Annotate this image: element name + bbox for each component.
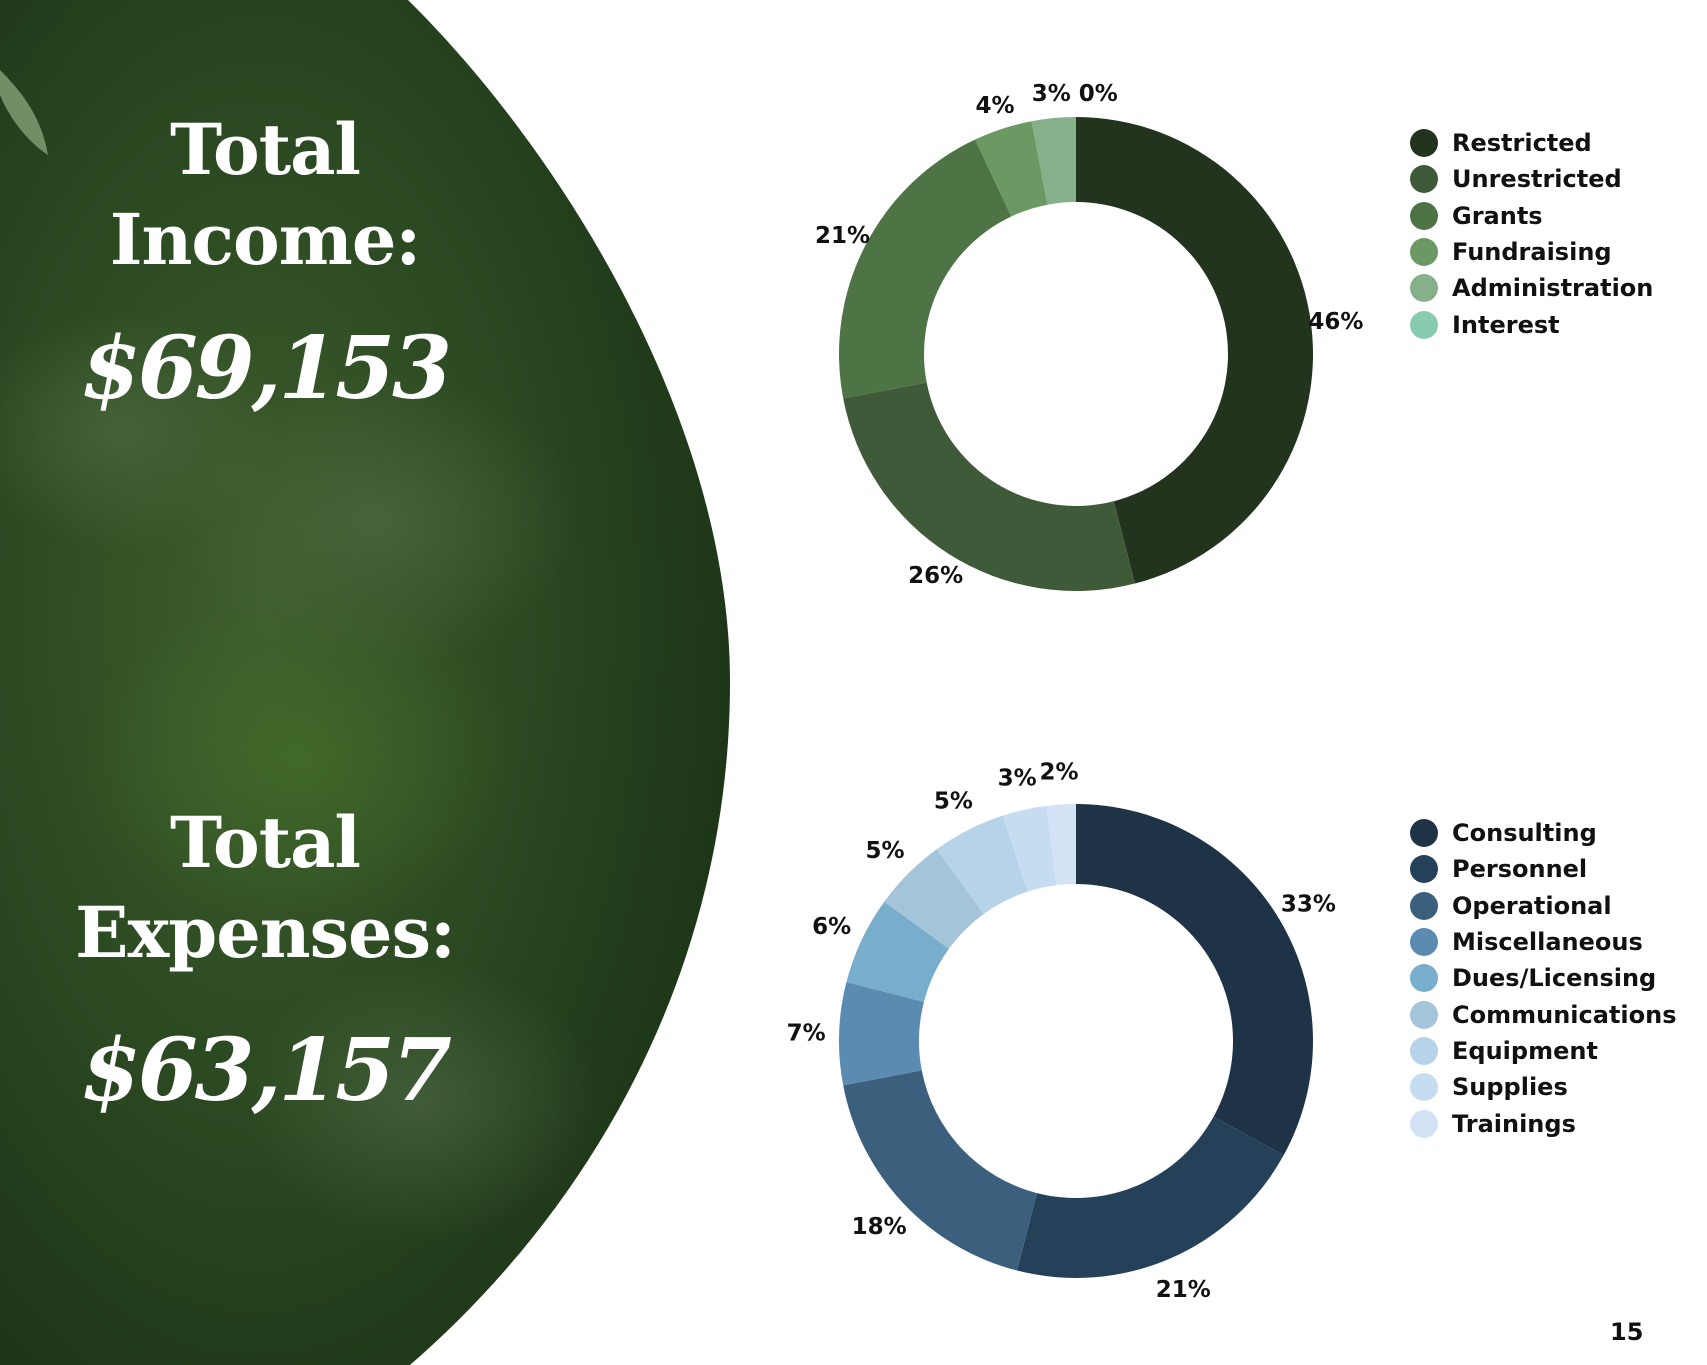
donut-slice-fundraising <box>975 121 1048 217</box>
slice-label-grants: 21% <box>815 223 870 249</box>
donut-slice-supplies <box>1002 805 1057 892</box>
expenses-amount: $63,157 <box>81 1020 452 1121</box>
legend-label: Personnel <box>1452 855 1588 884</box>
legend-label: Consulting <box>1452 819 1597 848</box>
legend-item-unrestricted: Unrestricted <box>1410 161 1653 197</box>
legend-swatch <box>1410 310 1438 339</box>
legend-label: Equipment <box>1452 1036 1598 1065</box>
legend-swatch <box>1410 201 1438 230</box>
donut-slice-operational <box>843 1070 1037 1271</box>
legend-swatch <box>1410 855 1438 884</box>
slice-label-equipment: 5% <box>934 788 973 814</box>
slice-label-interest: 0% <box>1079 81 1118 107</box>
legend-label: Unrestricted <box>1452 165 1622 194</box>
slice-label-operational: 18% <box>852 1214 907 1240</box>
legend-item-trainings: Trainings <box>1410 1105 1677 1141</box>
legend-item-equipment: Equipment <box>1410 1033 1677 1069</box>
legend-label: Grants <box>1452 201 1543 230</box>
legend-label: Supplies <box>1452 1073 1568 1102</box>
legend-label: Communications <box>1452 1000 1677 1029</box>
slice-label-consulting: 33% <box>1281 892 1336 918</box>
legend-label: Interest <box>1452 310 1560 339</box>
donut-slice-restricted <box>1076 117 1313 584</box>
legend-item-administration: Administration <box>1410 270 1653 306</box>
legend-item-dues-licensing: Dues/Licensing <box>1410 960 1677 996</box>
donut-slice-trainings <box>1046 804 1076 886</box>
legend-swatch <box>1410 964 1438 993</box>
legend-item-fundraising: Fundraising <box>1410 234 1653 270</box>
income-title-line1: Total <box>169 108 361 191</box>
legend-item-interest: Interest <box>1410 306 1653 342</box>
legend-swatch <box>1410 1109 1438 1138</box>
expenses-title-line2: Expenses: <box>75 891 456 974</box>
slice-label-miscellaneous: 7% <box>787 1021 826 1047</box>
slice-label-administration: 3% <box>1032 81 1071 107</box>
legend-label: Fundraising <box>1452 238 1612 267</box>
legend-swatch <box>1410 928 1438 957</box>
donut-slice-miscellaneous <box>839 982 924 1086</box>
slice-label-restricted: 46% <box>1308 309 1363 335</box>
legend-swatch <box>1410 819 1438 848</box>
expenses-title-line1: Total <box>169 801 361 884</box>
donut-slice-consulting <box>1076 804 1314 1156</box>
donut-slice-equipment <box>936 815 1028 914</box>
donut-slice-grants <box>839 139 1012 399</box>
page-number: 15 <box>1610 1318 1644 1346</box>
donut-slice-personnel <box>1017 1116 1284 1279</box>
slice-label-personnel: 21% <box>1156 1277 1211 1303</box>
legend-swatch <box>1410 165 1438 194</box>
legend-item-miscellaneous: Miscellaneous <box>1410 924 1677 960</box>
legend-item-restricted: Restricted <box>1410 125 1653 161</box>
legend-swatch <box>1410 238 1438 267</box>
donut-slice-administration <box>1031 117 1076 205</box>
legend-swatch <box>1410 274 1438 303</box>
expenses-title: Total Expenses: <box>0 798 530 978</box>
slice-label-dues-licensing: 6% <box>812 914 851 940</box>
legend-label: Restricted <box>1452 129 1592 158</box>
slice-label-supplies: 3% <box>998 766 1037 792</box>
expense-donut-chart: 33% 21% 18% 7% 6% 5% 5% 3% 2% <box>787 760 1336 1303</box>
donut-slice-dues-licensing <box>846 901 949 1002</box>
slice-label-unrestricted: 26% <box>908 563 963 589</box>
income-title: Total Income: <box>0 105 530 285</box>
income-legend: Restricted Unrestricted Grants Fundraising A… <box>1410 125 1653 343</box>
legend-label: Trainings <box>1452 1109 1576 1138</box>
legend-item-supplies: Supplies <box>1410 1069 1677 1105</box>
legend-swatch <box>1410 891 1438 920</box>
slice-label-fundraising: 4% <box>976 93 1015 119</box>
legend-item-personnel: Personnel <box>1410 851 1677 887</box>
slice-label-communications: 5% <box>866 838 905 864</box>
legend-item-consulting: Consulting <box>1410 815 1677 851</box>
legend-label: Miscellaneous <box>1452 928 1643 957</box>
legend-label: Dues/Licensing <box>1452 964 1657 993</box>
income-donut-chart: 46% 26% 21% 4% 3% 0% <box>815 81 1363 591</box>
legend-label: Administration <box>1452 274 1654 303</box>
legend-swatch <box>1410 1000 1438 1029</box>
donut-slice-unrestricted <box>843 382 1135 591</box>
income-title-line2: Income: <box>109 198 421 281</box>
legend-item-grants: Grants <box>1410 198 1653 234</box>
income-amount: $69,153 <box>81 318 452 419</box>
slice-label-trainings: 2% <box>1040 760 1079 786</box>
legend-swatch <box>1410 129 1438 158</box>
legend-swatch <box>1410 1036 1438 1065</box>
expense-legend: Consulting Personnel Operational Miscellane… <box>1410 815 1677 1142</box>
donut-slice-communications <box>884 849 984 949</box>
legend-item-operational: Operational <box>1410 888 1677 924</box>
legend-label: Operational <box>1452 891 1612 920</box>
legend-item-communications: Communications <box>1410 996 1677 1032</box>
legend-swatch <box>1410 1073 1438 1102</box>
